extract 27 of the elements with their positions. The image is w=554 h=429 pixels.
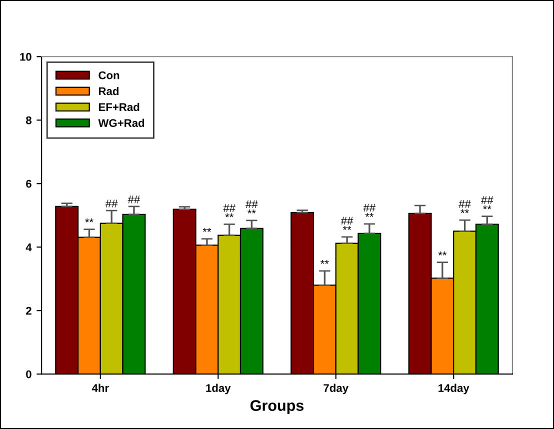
y-tick-label: 8	[26, 116, 32, 124]
legend-label: EF+Rad	[98, 102, 140, 112]
y-tick-label: 0	[26, 370, 32, 378]
data-label: **	[320, 260, 329, 264]
y-tick-label: 4	[26, 243, 32, 252]
data-label: ## **	[363, 204, 376, 217]
data-label: ## **	[246, 200, 258, 214]
data-label: ## **	[223, 204, 236, 218]
data-label: ## **	[458, 200, 471, 214]
y-tick-label: 6	[26, 180, 32, 188]
legend-label: WG+Rad	[98, 118, 144, 127]
x-tick-label: 4hr	[92, 384, 109, 392]
data-label: **	[85, 218, 94, 222]
data-label: ## **	[481, 196, 494, 210]
y-tick-label: 2	[26, 306, 32, 315]
data-label: ##	[105, 200, 118, 208]
legend-label: Con	[98, 71, 120, 80]
data-label: ##	[128, 196, 140, 204]
data-label: ## **	[340, 216, 354, 230]
x-tick-label: 1day	[206, 384, 231, 394]
x-tick-label: 14day	[438, 384, 470, 394]
data-label: **	[438, 251, 447, 256]
y-tick-label: 10	[20, 52, 32, 61]
legend-label: Rad	[98, 86, 118, 96]
x-tick-label: 7day	[324, 384, 348, 394]
data-label: **	[202, 228, 212, 232]
x-axis-title: Groups	[250, 400, 304, 414]
